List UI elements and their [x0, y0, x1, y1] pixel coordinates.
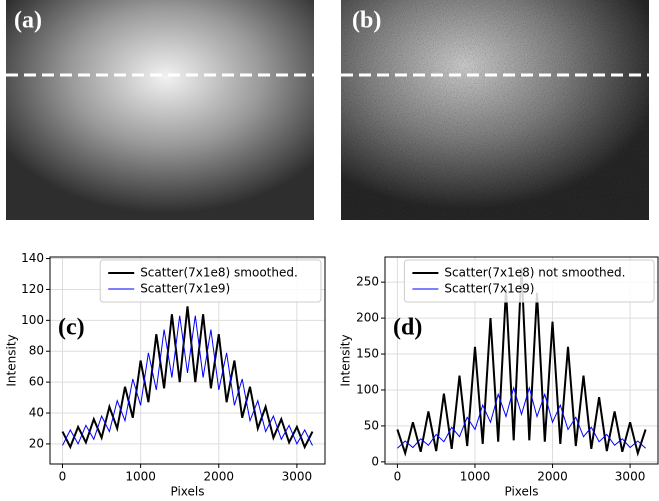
y-axis-label: Intensity [339, 334, 353, 386]
data-line [397, 385, 646, 449]
y-tick-label: 120 [21, 282, 44, 296]
x-tick-label: 0 [59, 470, 67, 484]
x-tick-label: 3000 [282, 470, 313, 484]
y-tick-label: 40 [29, 406, 44, 420]
y-tick-label: 20 [29, 436, 44, 450]
x-tick-label: 3000 [615, 470, 646, 484]
panel-label: (b) [352, 8, 381, 34]
y-tick-label: 100 [21, 313, 44, 327]
x-tick-label: 1000 [460, 470, 491, 484]
data-line [61, 306, 314, 450]
y-tick-label: 250 [356, 275, 379, 289]
x-axis-label: Pixels [170, 485, 204, 499]
y-tick-label: 60 [29, 375, 44, 389]
legend-label: Scatter(7x1e8) smoothed. [140, 266, 298, 280]
y-tick-label: 140 [21, 251, 44, 265]
y-tick-label: 80 [29, 344, 44, 358]
x-axis-label: Pixels [504, 485, 538, 499]
y-tick-label: 150 [356, 347, 379, 361]
data-line [62, 315, 313, 446]
axes-frame [49, 256, 326, 465]
legend-label: Scatter(7x1e8) not smoothed. [444, 266, 625, 280]
legend-box [403, 259, 655, 303]
panel-label: (c) [58, 315, 85, 341]
axes-frame [384, 256, 659, 465]
image-b [341, 0, 649, 220]
panel-label: (d) [393, 315, 422, 341]
y-tick-label: 200 [356, 311, 379, 325]
x-tick-label: 1000 [125, 470, 156, 484]
legend-box [99, 259, 322, 303]
y-tick-label: 50 [364, 418, 379, 432]
legend-label: Scatter(7x1e9) [444, 282, 534, 296]
image-a [6, 0, 314, 220]
legend-label: Scatter(7x1e9) [140, 282, 230, 296]
y-axis-label: Intensity [5, 334, 19, 386]
panel-label: (a) [14, 8, 42, 34]
y-tick-label: 0 [371, 454, 379, 468]
y-tick-label: 100 [356, 382, 379, 396]
x-tick-label: 2000 [537, 470, 568, 484]
x-tick-label: 2000 [203, 470, 234, 484]
x-tick-label: 0 [394, 470, 402, 484]
